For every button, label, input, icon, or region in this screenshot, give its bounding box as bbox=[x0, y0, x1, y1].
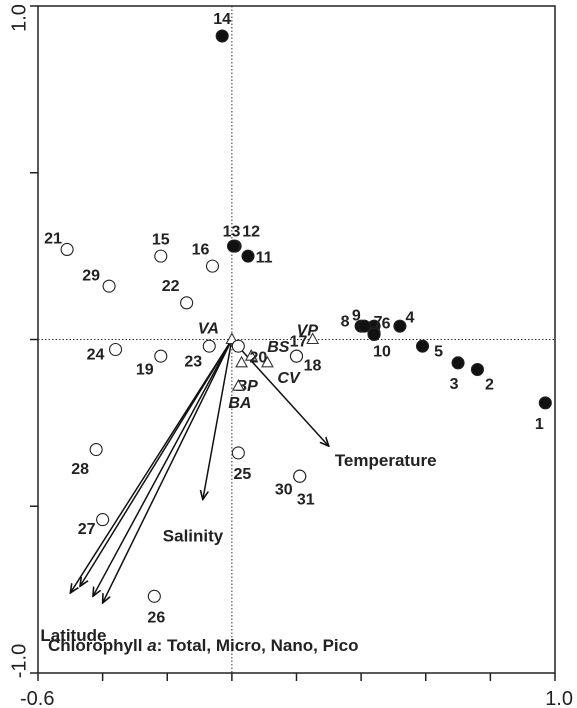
station-point-open bbox=[102, 279, 116, 293]
station-point-filled bbox=[415, 339, 430, 353]
station-label: 19 bbox=[136, 361, 154, 378]
vector-arrow bbox=[103, 339, 233, 603]
station-point-open bbox=[231, 339, 245, 353]
station-label: 7 bbox=[374, 314, 383, 331]
station-label: 26 bbox=[147, 610, 165, 627]
station-label: 29 bbox=[82, 267, 100, 284]
vector-label: Salinity bbox=[163, 527, 224, 546]
station-point-open bbox=[96, 513, 110, 527]
vector-arrow bbox=[80, 339, 233, 587]
species-triangle bbox=[231, 379, 245, 391]
station-point-open bbox=[289, 349, 304, 363]
x-tick-label: -0.6 bbox=[20, 688, 54, 708]
vector-arrow bbox=[93, 339, 233, 597]
station-point-open bbox=[154, 349, 168, 363]
station-label: 24 bbox=[87, 347, 105, 364]
station-point-open bbox=[293, 469, 307, 483]
vector-label: Temperature bbox=[335, 451, 437, 470]
station-point-filled bbox=[367, 327, 381, 342]
station-label: 1 bbox=[535, 416, 544, 433]
species-label: CV bbox=[277, 370, 301, 387]
station-point-open bbox=[89, 443, 103, 457]
station-label: 6 bbox=[382, 315, 391, 332]
station-label: 12 bbox=[242, 223, 260, 240]
species-triangle bbox=[306, 332, 320, 345]
station-label: 3 bbox=[450, 376, 459, 393]
station-label: 30 bbox=[275, 481, 293, 498]
species-label: VA bbox=[198, 321, 219, 338]
station-point-filled bbox=[215, 29, 229, 43]
station-point-filled bbox=[470, 362, 485, 377]
vector-arrow bbox=[203, 339, 233, 500]
station-label: 2 bbox=[485, 377, 494, 394]
station-label: 16 bbox=[192, 241, 210, 258]
station-point-filled bbox=[241, 249, 255, 263]
station-label: 10 bbox=[373, 344, 391, 361]
species-label: BS bbox=[267, 339, 290, 356]
station-label: 17 bbox=[290, 333, 308, 350]
species-label: VP bbox=[297, 323, 319, 340]
station-label: 8 bbox=[341, 313, 350, 330]
species-label: BA bbox=[228, 395, 251, 412]
station-point-open bbox=[147, 589, 161, 603]
station-point-open bbox=[154, 249, 168, 263]
station-label: 23 bbox=[184, 353, 202, 370]
station-point-open bbox=[180, 296, 194, 310]
vector-arrow bbox=[70, 339, 233, 593]
station-label: 20 bbox=[249, 349, 267, 366]
station-point-open bbox=[109, 342, 123, 357]
station-point-open bbox=[202, 339, 216, 353]
station-point-open bbox=[231, 446, 245, 460]
station-label: 15 bbox=[152, 231, 170, 248]
station-label: 25 bbox=[233, 466, 251, 483]
station-point-filled bbox=[357, 319, 371, 333]
caption-symbol: a bbox=[147, 636, 157, 655]
station-label: 9 bbox=[352, 307, 361, 324]
chlorophyll-caption: Chlorophyll a: Total, Micro, Nano, Pico bbox=[48, 636, 358, 656]
station-label: 13 bbox=[223, 223, 241, 240]
station-label: 5 bbox=[434, 343, 443, 360]
station-label: 11 bbox=[256, 249, 273, 266]
y-tick-label: 1.0 bbox=[8, 4, 30, 32]
vector-label: Latitude bbox=[40, 626, 106, 645]
station-point-filled bbox=[226, 239, 241, 253]
station-label: 4 bbox=[405, 309, 414, 326]
station-point-open bbox=[60, 242, 74, 257]
station-label: 22 bbox=[162, 278, 180, 295]
species-triangle bbox=[260, 355, 274, 368]
station-point-open bbox=[205, 259, 220, 273]
station-label: 18 bbox=[304, 357, 322, 374]
axis-ticks: -0.6 1.0 1.0 -1.0 bbox=[8, 4, 573, 708]
station-point-filled bbox=[538, 396, 552, 410]
station-label: 27 bbox=[78, 521, 96, 538]
caption-rest: : Total, Micro, Nano, Pico bbox=[156, 636, 359, 655]
species-triangle bbox=[244, 349, 258, 361]
species-triangle bbox=[235, 355, 248, 368]
station-label: 21 bbox=[44, 231, 62, 248]
caption-prefix: Chlorophyll bbox=[48, 636, 143, 655]
station-point-filled bbox=[393, 319, 407, 333]
y-tick-label: -1.0 bbox=[8, 644, 30, 678]
station-label: 28 bbox=[71, 461, 89, 478]
station-label: 31 bbox=[297, 491, 315, 508]
station-label: 14 bbox=[213, 11, 231, 28]
station-point-filled bbox=[451, 356, 465, 370]
x-tick-label: 1.0 bbox=[545, 688, 573, 708]
